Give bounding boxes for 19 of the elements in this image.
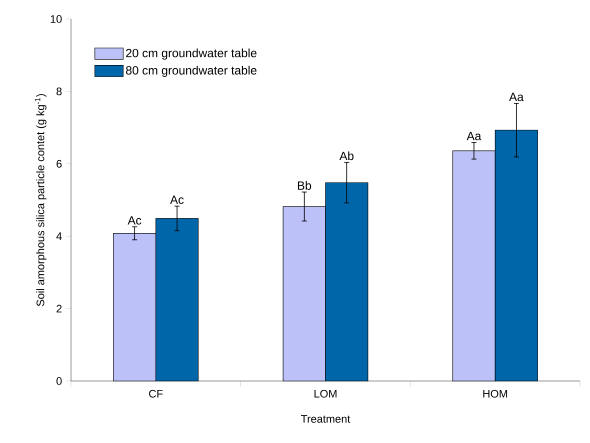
y-tick-label: 8 (56, 88, 62, 96)
y-tick-label: 4 (56, 232, 62, 240)
y-tick-label: 6 (56, 160, 62, 168)
annotation: Ac (170, 196, 184, 204)
legend-label: 20 cm groundwater table (126, 48, 256, 60)
annotation: Ab (339, 151, 354, 160)
annotation: Bb (298, 181, 312, 190)
x-axis-title: Treatment (300, 415, 350, 423)
y-axis-title: Soil amorphous silica particle contet (g kg$^{-1}$) (34, 94, 46, 306)
x-tick-label: LOM (314, 390, 336, 398)
x-tick-label: CF (149, 390, 163, 398)
y-tick-label: 2 (56, 304, 62, 312)
y-tick-label: 0 (56, 377, 62, 385)
annotation: Aa (509, 92, 524, 102)
x-tick-label: HOM (483, 390, 508, 398)
y-tick-label: 10 (50, 15, 62, 23)
legend-label: 80 cm groundwater table (126, 66, 256, 77)
annotation: Aa (466, 132, 482, 140)
annotation: Ac (128, 216, 142, 225)
